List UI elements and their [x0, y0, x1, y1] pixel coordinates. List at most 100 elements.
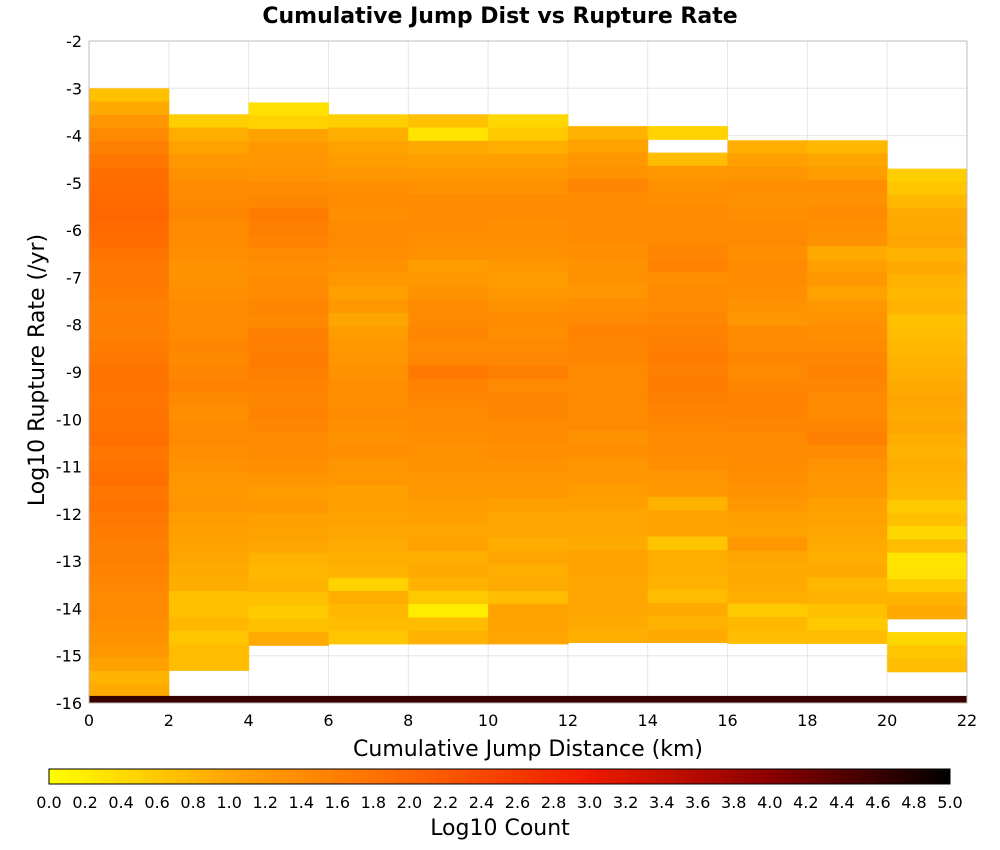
colorbar-tick-label: 4.0 — [757, 793, 782, 812]
heatmap-cell — [727, 590, 808, 605]
heatmap-cell — [168, 339, 250, 354]
heatmap-cell — [567, 629, 649, 643]
heatmap-cell — [647, 443, 729, 458]
heatmap-cell — [328, 485, 409, 499]
heatmap-cell — [647, 523, 729, 538]
heatmap-cell — [328, 511, 409, 526]
y-axis-label: Log10 Rupture Rate (/yr) — [25, 234, 50, 506]
heatmap-cell — [488, 140, 569, 155]
heatmap-cell — [647, 284, 729, 299]
heatmap-cell — [248, 512, 329, 527]
heatmap-cell — [168, 485, 250, 499]
heatmap-cell — [408, 617, 489, 632]
heatmap-cell — [807, 140, 888, 155]
x-tick-label: 12 — [558, 711, 578, 730]
heatmap-cell — [168, 564, 250, 579]
heatmap-cell — [567, 390, 649, 405]
heatmap-cell — [248, 459, 329, 474]
heatmap-cell — [328, 246, 409, 261]
heatmap-cell — [567, 470, 649, 485]
heatmap-cell — [488, 312, 569, 327]
heatmap-cell — [727, 616, 808, 631]
heatmap-cell — [248, 406, 329, 421]
heatmap-cell — [647, 245, 729, 260]
heatmap-cell — [408, 524, 489, 539]
heatmap-cell — [567, 351, 649, 365]
heatmap-cell — [248, 393, 329, 408]
heatmap-cell — [248, 565, 329, 580]
heatmap-cell — [408, 140, 489, 155]
heatmap-cell — [727, 550, 808, 565]
y-tick-label: -9 — [66, 363, 82, 382]
heatmap-cell — [488, 127, 569, 142]
heatmap-cell — [168, 352, 250, 367]
heatmap-cell — [647, 152, 729, 167]
heatmap-cell — [408, 233, 489, 248]
heatmap-cell — [727, 405, 808, 419]
heatmap-cell — [328, 154, 409, 168]
heatmap-cell — [248, 221, 329, 236]
heatmap-cell — [248, 552, 329, 567]
heatmap-bottom-row — [89, 695, 967, 703]
heatmap-cell — [887, 340, 968, 355]
heatmap-cell — [248, 181, 329, 196]
heatmap-cell — [408, 312, 489, 327]
heatmap-cell — [488, 511, 569, 526]
heatmap-cell — [567, 549, 649, 564]
heatmap-cell — [168, 604, 250, 618]
heatmap-cell — [647, 496, 729, 511]
y-tick-label: -8 — [66, 316, 82, 335]
heatmap-cell — [567, 179, 649, 193]
heatmap-cell — [647, 536, 729, 551]
heatmap-cell — [89, 631, 170, 645]
heatmap-cell — [887, 221, 968, 236]
heatmap-cell — [248, 618, 329, 633]
heatmap-cell — [89, 366, 170, 381]
heatmap-cell — [168, 312, 250, 327]
heatmap-cell — [328, 590, 409, 605]
heatmap-cell — [567, 430, 649, 445]
colorbar-tick-label: 4.8 — [901, 793, 926, 812]
heatmap-cell — [647, 364, 729, 379]
colorbar-tick-label: 2.6 — [505, 793, 530, 812]
heatmap-cell — [807, 352, 888, 366]
y-tick-label: -6 — [66, 221, 82, 240]
heatmap-cell — [488, 418, 569, 433]
heatmap-cell — [807, 365, 888, 380]
heatmap-cell — [647, 629, 729, 643]
colorbar-tick-label: 0.8 — [180, 793, 205, 812]
heatmap-cell — [647, 377, 729, 392]
heatmap-cell — [89, 286, 170, 301]
heatmap-cell — [727, 484, 808, 499]
heatmap-cell — [488, 498, 569, 512]
heatmap-cell — [488, 485, 569, 499]
heatmap-cell — [168, 299, 250, 314]
heatmap-cell — [488, 458, 569, 473]
heatmap-cell — [248, 287, 329, 302]
colorbar-tick-label: 4.6 — [865, 793, 890, 812]
heatmap-cell — [887, 632, 968, 646]
heatmap-cell — [647, 589, 729, 604]
heatmap-cell — [727, 180, 808, 194]
heatmap-cell — [168, 206, 250, 221]
heatmap-cell — [328, 405, 409, 420]
x-tick-label: 0 — [84, 711, 94, 730]
heatmap-cell — [887, 208, 968, 223]
colorbar-tick-label: 3.8 — [721, 793, 746, 812]
heatmap-cell — [567, 218, 649, 233]
heatmap-cell — [567, 258, 649, 273]
heatmap-cell — [328, 352, 409, 367]
heatmap-cell — [887, 261, 968, 276]
heatmap-cell — [887, 168, 968, 183]
heatmap-cell — [168, 657, 250, 671]
colorbar-tick-label: 2.0 — [397, 793, 422, 812]
x-tick-label: 16 — [717, 711, 737, 730]
heatmap-cell — [807, 563, 888, 578]
y-tick-label: -3 — [66, 79, 82, 98]
heatmap-cell — [89, 644, 170, 659]
heatmap-cell — [248, 168, 329, 183]
heatmap-cell — [408, 273, 489, 287]
heatmap-cell — [887, 579, 968, 593]
heatmap-cell — [647, 218, 729, 233]
heatmap-cell — [248, 234, 329, 249]
